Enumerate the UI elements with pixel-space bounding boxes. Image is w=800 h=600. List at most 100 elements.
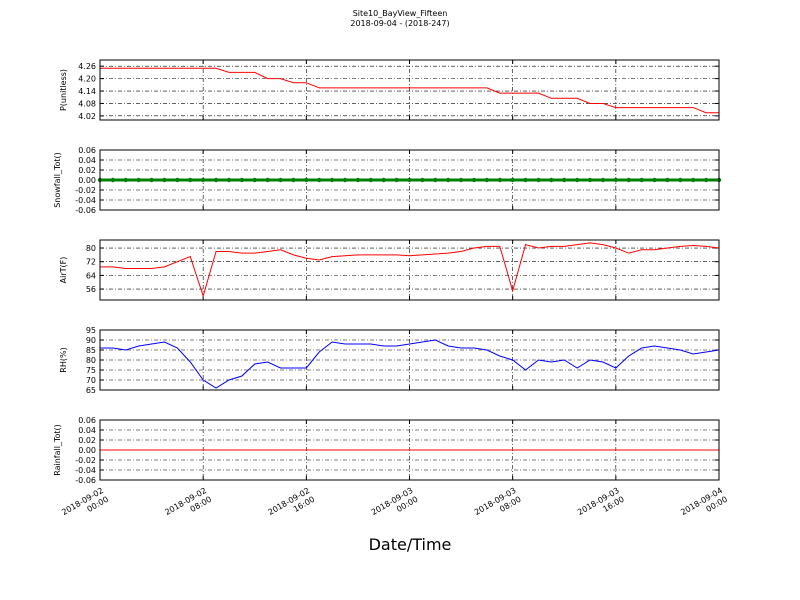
data-point [368, 177, 374, 183]
data-point [136, 177, 141, 183]
y-tick-label: 4.02 [78, 112, 96, 121]
data-point [226, 177, 232, 183]
data-point [149, 177, 154, 183]
data-line [100, 67, 719, 114]
x-axis-label: Date/Time [369, 535, 452, 554]
plot-frame [99, 419, 720, 481]
y-tick-label: -0.04 [75, 466, 96, 475]
data-point [678, 177, 683, 183]
data-point [317, 177, 322, 183]
x-tick-label: 2018-09-0300:00 [370, 486, 420, 526]
y-tick-label: 80 [86, 244, 96, 253]
data-point [652, 177, 657, 183]
plot-frame [99, 329, 720, 391]
y-tick-label: -0.06 [75, 206, 96, 215]
data-point [574, 177, 580, 183]
data-point [691, 177, 696, 183]
y-tick-label: 0.02 [78, 166, 96, 175]
data-point [252, 177, 257, 183]
y-axis-label: Rainfall_Tot() [53, 424, 62, 476]
x-tick-label: 2018-09-0200:00 [60, 486, 110, 526]
y-tick-label: 4.14 [78, 87, 96, 96]
data-point [162, 177, 167, 183]
y-tick-label: 0.06 [78, 146, 96, 155]
data-point [342, 177, 348, 183]
data-point [665, 177, 670, 183]
data-point [265, 177, 270, 183]
data-point [420, 177, 425, 183]
data-point [600, 177, 606, 183]
y-tick-label: 0.02 [78, 436, 96, 445]
data-point [471, 177, 477, 183]
x-tick-label: 2018-09-0400:00 [679, 486, 729, 526]
y-tick-label: 70 [86, 376, 96, 385]
data-point [329, 177, 335, 183]
x-tick-label: 2018-09-0208:00 [163, 486, 213, 526]
y-tick-label: 85 [86, 346, 96, 355]
x-tick-label: 2018-09-0216:00 [267, 486, 317, 526]
data-point [639, 177, 644, 183]
y-tick-label: 80 [86, 356, 96, 365]
y-axis-label: RH(%) [59, 347, 68, 372]
data-point [110, 177, 116, 183]
data-point [433, 177, 438, 183]
data-point [536, 177, 541, 183]
y-tick-label: 0.04 [78, 426, 96, 435]
data-point [355, 177, 361, 183]
data-point [188, 177, 193, 183]
data-point [703, 177, 709, 183]
y-tick-label: -0.04 [75, 196, 96, 205]
y-tick-label: 64 [86, 271, 96, 280]
data-point [123, 177, 128, 183]
y-tick-label: 4.26 [78, 62, 96, 71]
y-tick-label: 4.08 [78, 99, 96, 108]
y-tick-label: 72 [86, 258, 96, 267]
data-point [445, 177, 451, 183]
y-tick-label: 56 [86, 285, 96, 294]
y-tick-label: 90 [86, 336, 96, 345]
data-point [407, 177, 412, 183]
y-axis-label: P(unitless) [59, 69, 68, 111]
y-tick-label: -0.06 [75, 476, 96, 485]
plot-frame [99, 149, 720, 211]
x-tick-label: 2018-09-0308:00 [473, 486, 523, 526]
data-point [587, 177, 593, 183]
data-point [613, 177, 619, 183]
y-axis-label: Snowfall_Tot() [53, 152, 62, 208]
y-tick-label: 0.00 [78, 176, 96, 185]
data-point [200, 177, 206, 183]
data-line [100, 339, 720, 389]
data-point [626, 177, 631, 183]
data-point [291, 177, 296, 183]
data-point [510, 177, 515, 183]
data-point [239, 177, 245, 183]
y-axis-label: AirT(F) [59, 257, 68, 284]
data-point [278, 177, 283, 183]
data-point [484, 177, 490, 183]
chart-subtitle: 2018-09-04 - (2018-247) [350, 19, 449, 28]
y-tick-label: -0.02 [75, 186, 96, 195]
data-point [562, 177, 567, 183]
data-point [523, 177, 528, 183]
data-point [381, 177, 386, 183]
y-tick-label: 4.20 [78, 75, 96, 84]
y-tick-label: 95 [86, 326, 96, 335]
data-point [549, 177, 554, 183]
y-tick-label: 0.04 [78, 156, 96, 165]
data-point [213, 177, 219, 183]
data-point [304, 177, 309, 183]
data-line [100, 242, 720, 298]
plot-frame [99, 239, 720, 301]
y-tick-label: 75 [86, 366, 96, 375]
x-tick-label: 2018-09-0316:00 [576, 486, 626, 526]
y-tick-label: 65 [86, 386, 96, 395]
data-point [497, 177, 502, 183]
plot-frame [99, 59, 720, 121]
y-tick-label: 0.00 [78, 446, 96, 455]
data-point [458, 177, 464, 183]
data-point [394, 177, 399, 183]
y-tick-label: 0.06 [78, 416, 96, 425]
chart-title: Site10_BayView_Fifteen [353, 9, 448, 18]
